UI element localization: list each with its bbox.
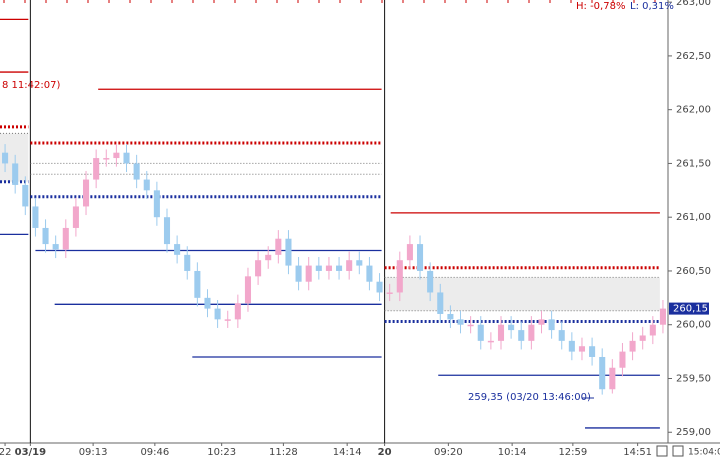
candle-body [629,340,636,352]
candle-body [376,281,383,293]
candle-body [305,265,312,282]
candle-body [619,351,626,368]
candle-body [123,152,130,164]
candle-body [558,330,565,341]
x-tick-label: 12:59 [558,447,587,458]
x-tick-label: 03/19 [15,447,47,458]
candle-body [497,324,505,341]
candle-body [578,346,586,352]
candle-body [22,184,29,207]
y-tick-label: 260,00 [676,320,711,331]
last-price-label: 260,15 [673,304,708,315]
candle-body [204,297,211,309]
y-tick-label: 259,00 [676,427,711,438]
candle-body [174,244,181,255]
candle-body [184,254,191,271]
candle-body [639,335,646,341]
x-tick-label: 14:51 [623,447,652,458]
candle-body [427,270,434,293]
candle-body [224,319,231,321]
y-tick-label: 259,50 [676,373,711,384]
candle-body [659,308,666,325]
candle-body [528,324,535,341]
y-tick-label: 262,50 [676,51,711,62]
candle-body [599,356,606,390]
candle-body [143,179,150,191]
x-tick-label: 22 [0,447,11,458]
candle-body [255,260,262,277]
x-tick-label: 10:14 [498,447,527,458]
candle-body [103,158,110,160]
candle-body [113,152,120,159]
candle-body [2,152,9,164]
x-tick-label: 09:13 [79,447,108,458]
candle-body [467,324,474,327]
candle-body [214,308,221,320]
candle-body [295,265,302,282]
tool-icon[interactable] [656,445,668,457]
candle-body [325,265,332,271]
candle-body [336,265,343,271]
candle-body [386,292,393,294]
y-tick-label: 261,50 [676,158,711,169]
candle-body [416,244,424,271]
y-tick-label: 260,50 [676,266,711,277]
low-change: L: 0,31% [630,1,674,12]
x-tick-label: 11:28 [269,447,298,458]
x-tick-label: 10:23 [207,447,236,458]
candle-body [346,260,353,271]
candle-body [437,292,444,314]
candle-body [275,238,282,255]
y-tick-label: 263,00 [676,0,711,8]
annotation: 259,35 (03/20 13:46:00) [468,392,591,403]
clock: 15:04:05 [688,448,720,458]
candle-body [396,260,403,293]
last-price-box [669,302,709,315]
candle-body [538,319,545,325]
candle-body [447,313,454,320]
candle-body [487,340,494,343]
candle-body [234,303,241,320]
x-tick-label: 14:14 [333,447,362,458]
candle-body [42,227,49,245]
candle-body [82,179,90,207]
candle-body [477,324,484,341]
band [384,277,660,311]
candle-body [194,270,201,298]
candle-body [366,265,373,282]
candle-body [568,340,575,352]
candle-body [72,206,79,228]
candle-body [285,238,292,266]
y-tick-label: 261,00 [676,212,711,223]
candle-body [12,163,19,185]
high-change: H: -0,78% [576,1,625,12]
candle-body [315,265,322,271]
candle-body [356,260,363,266]
candle-body [163,217,171,245]
candle-body [133,163,140,180]
candle-body [265,254,272,261]
candle-body [62,227,69,250]
candle-body [406,244,413,261]
candle-body [589,346,596,357]
candle-body [518,330,525,341]
candle-body [508,324,515,331]
candle-body [609,367,616,390]
x-tick-label: 20 [378,447,392,458]
candle-body [244,276,252,304]
y-tick-label: 262,00 [676,105,711,116]
x-tick-label: 09:20 [434,447,463,458]
candle-body [548,319,555,331]
candle-body [93,158,100,180]
candle-body [457,319,464,325]
annotation: 8 11:42:07) [2,80,60,91]
candle-body [52,244,59,250]
x-tick-label: 09:46 [140,447,169,458]
candle-body [32,206,39,228]
candle-body [153,190,160,218]
candle-body [649,324,656,336]
tool-icon[interactable] [672,445,684,457]
